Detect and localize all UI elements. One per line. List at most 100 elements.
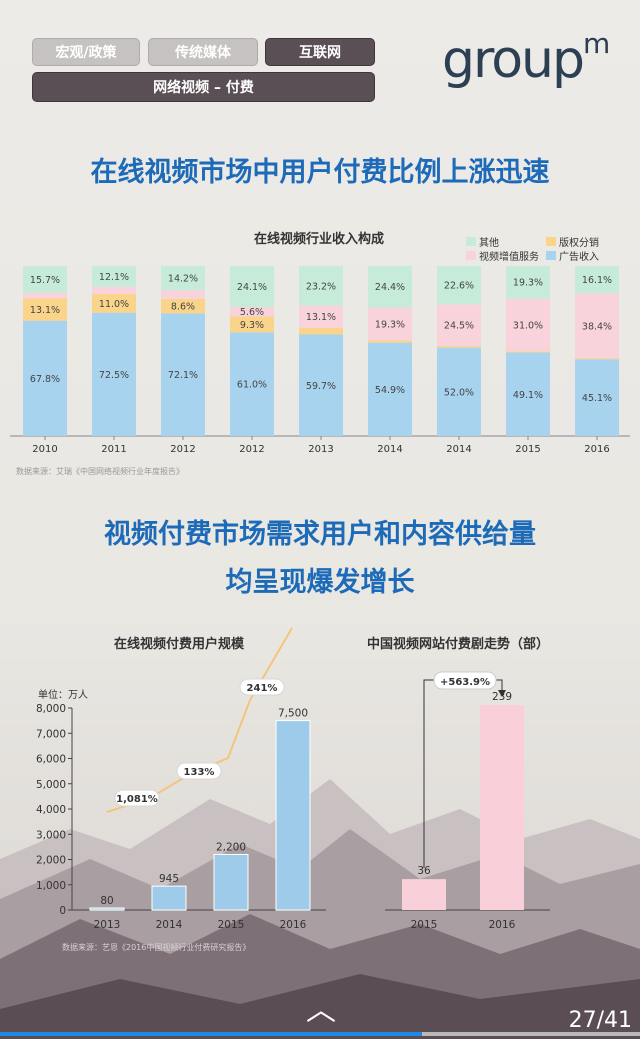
bar-vas-7: [506, 298, 550, 352]
chart1-xtick-3: 2012: [239, 444, 264, 455]
chart3-bar-2016: [480, 705, 524, 910]
bar-royalty-6: [437, 346, 481, 348]
chart2-value-2014: 945: [159, 873, 179, 885]
chart2-source: 数据来源：艺恩《2016中国视频行业付费研究报告》: [62, 943, 251, 952]
bar-royalty-4: [299, 327, 343, 335]
legend-ad: 广告收入: [546, 248, 599, 263]
chart1-xtick-0: 2010: [32, 444, 57, 455]
label-ad-8: 45.1%: [582, 393, 612, 404]
bar-other-1: [92, 266, 136, 287]
tab-macro-policy[interactable]: 宏观/政策: [32, 38, 140, 66]
label-vas-6: 24.5%: [444, 321, 474, 332]
bar-vas-4: [299, 305, 343, 328]
bar-ad-2: [161, 313, 205, 436]
chart2-xtick-2016: 2016: [280, 919, 307, 931]
label-vas-8: 38.4%: [582, 321, 612, 332]
bar-royalty-5: [368, 340, 412, 343]
bar-vas-1: [92, 286, 136, 295]
label-vas-7: 31.0%: [513, 320, 543, 331]
bar-other-4: [299, 266, 343, 306]
label-other-8: 16.1%: [582, 275, 612, 286]
legend-other: 其他: [466, 234, 499, 249]
label-royalty-0: 13.1%: [30, 305, 60, 316]
page-counter: 27/41: [568, 1008, 632, 1033]
chart3-arrowhead: [498, 690, 506, 697]
label-ad-1: 72.5%: [99, 370, 129, 381]
chart3-value-2015: 36: [417, 865, 431, 877]
tab-internet[interactable]: 互联网: [265, 38, 375, 66]
chart2-ytick-8: 8,000: [36, 703, 66, 715]
bar-royalty-8: [575, 358, 619, 360]
chart2-value-2015: 2,200: [216, 841, 246, 853]
chart1-xtick-1: 2011: [101, 444, 126, 455]
chart1-xtick-2: 2012: [170, 444, 195, 455]
bar-vas-0: [23, 292, 67, 299]
bar-vas-3: [230, 306, 274, 317]
bar-other-0: [23, 266, 67, 293]
label-other-5: 24.4%: [375, 282, 405, 293]
bar-vas-8: [575, 293, 619, 359]
label-ad-3: 61.0%: [237, 380, 267, 391]
chart1-title: 在线视频行业收入构成: [254, 232, 385, 247]
headline-demand-supply-1: 视频付费市场需求用户和内容供给量: [104, 519, 536, 550]
label-royalty-3: 9.3%: [240, 320, 264, 331]
chart2-growth-badge-0: [114, 789, 160, 807]
label-other-3: 24.1%: [237, 282, 267, 293]
bar-other-3: [230, 266, 274, 307]
label-other-2: 14.2%: [168, 274, 198, 285]
bar-royalty-2: [161, 298, 205, 314]
chart2-bar-2016: [275, 720, 311, 911]
headline-paid-ratio: 在线视频市场中用户付费比例上涨迅速: [90, 157, 550, 188]
bar-ad-0: [23, 320, 67, 436]
bar-other-5: [368, 266, 412, 308]
chart3-xtick-2015: 2015: [411, 919, 438, 931]
chart2-title: 在线视频付费用户规模: [114, 637, 245, 652]
chart3-xtick-2016: 2016: [489, 919, 516, 931]
chart2-growth-label-0: 1,081%: [116, 794, 158, 805]
chart2-ytick-5: 5,000: [36, 779, 66, 791]
bar-other-7: [506, 265, 550, 299]
bar-ad-6: [437, 347, 481, 436]
chart2-ytick-1: 1,000: [36, 880, 66, 892]
chart2-ytick-0: 0: [59, 905, 66, 917]
chart2-bar-2014: [151, 885, 187, 911]
bar-other-8: [575, 265, 619, 294]
legend-royalty: 版权分销: [546, 234, 599, 249]
bar-other-6: [437, 266, 481, 305]
label-ad-2: 72.1%: [168, 370, 198, 381]
chart1-xtick-7: 2015: [515, 444, 540, 455]
label-vas-3: 5.6%: [240, 307, 264, 318]
chart2-growth-label-1: 133%: [184, 767, 215, 778]
label-royalty-2: 8.6%: [171, 302, 195, 313]
label-vas-4: 13.1%: [306, 312, 336, 323]
chart1-xtick-6: 2014: [446, 444, 471, 455]
subtab-online-video-paid[interactable]: 网络视频 – 付费: [32, 72, 375, 102]
bar-ad-1: [92, 312, 136, 436]
bar-royalty-1: [92, 294, 136, 313]
label-other-7: 19.3%: [513, 278, 543, 289]
tab-traditional-media[interactable]: 传统媒体: [148, 38, 258, 66]
chart2-xtick-2015: 2015: [218, 919, 245, 931]
chart2-ylabel: 单位：万人: [38, 690, 88, 701]
chart1-xtick-4: 2013: [308, 444, 333, 455]
chart2-growth-label-2: 241%: [247, 683, 278, 694]
chart2-bar-2013: [89, 907, 125, 911]
label-royalty-1: 11.0%: [99, 299, 129, 310]
bar-ad-5: [368, 342, 412, 436]
chart2-ytick-2: 2,000: [36, 855, 66, 867]
label-vas-5: 19.3%: [375, 319, 405, 330]
chart2-growth-line: [106, 627, 293, 813]
progress-bar: [0, 1032, 640, 1036]
label-ad-4: 59.7%: [306, 381, 336, 392]
bar-royalty-3: [230, 316, 274, 333]
bar-vas-2: [161, 290, 205, 299]
bar-other-2: [161, 266, 205, 291]
chart1-xtick-8: 2016: [584, 444, 609, 455]
label-ad-6: 52.0%: [444, 387, 474, 398]
bar-vas-6: [437, 304, 481, 347]
paid-users-chart: 0 1,000 2,000 3,000 4,000 5,000 6,000 7,000 8,00…: [36, 627, 326, 931]
chevron-up-icon[interactable]: ︿: [306, 993, 336, 1028]
label-ad-5: 54.9%: [375, 385, 405, 396]
bar-royalty-0: [23, 298, 67, 321]
groupm-logo: groupm: [442, 26, 610, 90]
